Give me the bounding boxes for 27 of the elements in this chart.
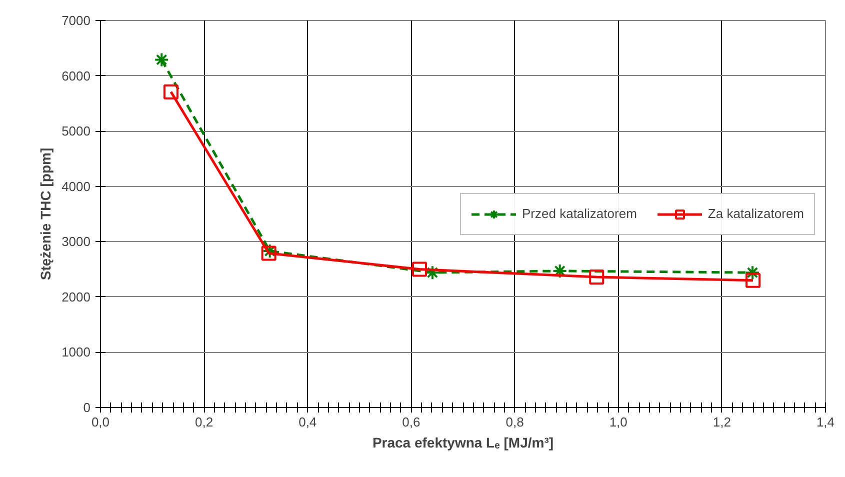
legend-label: Przed katalizatorem [522,206,637,221]
y-tick-label: 2000 [62,289,90,304]
y-tick-label: 3000 [62,234,90,250]
point [589,270,604,285]
point [552,263,568,278]
point [154,52,170,68]
x-tick-label: 1,2 [712,414,731,430]
y-tick-label: 6000 [62,68,90,84]
y-tick-label: 0 [83,400,91,415]
point [744,265,760,280]
point [746,272,760,288]
x-tick-label: 0,6 [402,414,420,430]
x-tick-label: 0,4 [298,414,317,430]
y-tick-label: 7000 [62,13,90,28]
x-tick-label: 1,0 [609,414,628,430]
x-axis-title: Praca efektywna Lₑ [MJ/m³] [372,434,554,450]
y-tick-label: 1000 [62,344,90,360]
x-tick-label: 0,2 [195,414,214,430]
x-tick-label: 1,4 [816,414,835,430]
x-tick-label: 0,0 [91,414,110,430]
point [412,262,427,277]
point [163,84,178,100]
legend-label: Za katalizatorem [708,206,804,221]
y-axis-title: Stężenie THC [ppm] [38,148,54,280]
y-tick-label: 5000 [62,124,90,139]
y-tick-label: 4000 [62,178,90,194]
x-tick-label: 0,8 [506,414,524,430]
